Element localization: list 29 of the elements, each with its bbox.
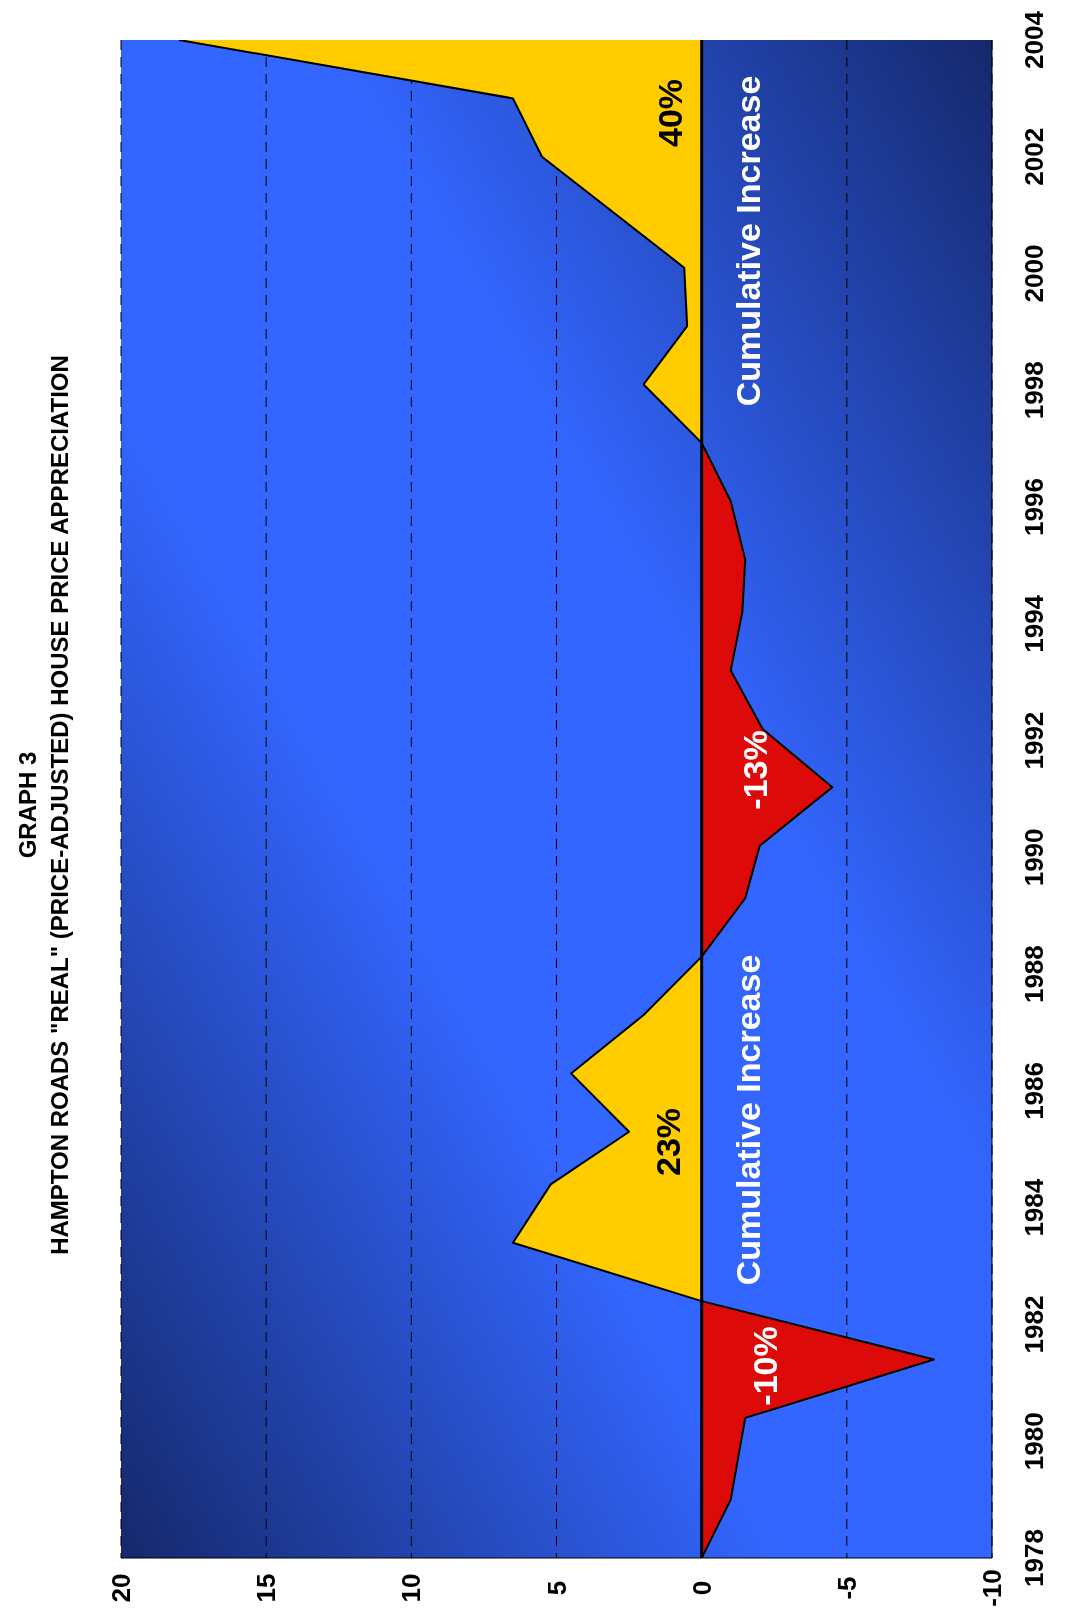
y-tick-label: 1992 bbox=[1019, 711, 1049, 770]
y-tick-label: 1986 bbox=[1019, 1062, 1049, 1120]
y-tick-label: 1990 bbox=[1019, 828, 1049, 887]
y-tick-label: 1994 bbox=[1019, 594, 1049, 653]
y-tick-label: 1998 bbox=[1019, 361, 1049, 420]
y-tick-label: 1984 bbox=[1019, 1178, 1049, 1237]
x-tick-label: -5 bbox=[831, 1576, 862, 1600]
annotation: -10% bbox=[746, 1326, 784, 1406]
y-tick-label: 1980 bbox=[1019, 1412, 1049, 1471]
y-tick-label: 2002 bbox=[1019, 127, 1049, 186]
x-tick-label: 15 bbox=[251, 1573, 282, 1603]
y-tick-label: 1996 bbox=[1019, 478, 1049, 536]
annotation: 40% bbox=[651, 78, 689, 148]
annotation: Cumulative Increase bbox=[729, 75, 767, 407]
y-tick-label: 1982 bbox=[1019, 1295, 1049, 1354]
x-tick-label: 0 bbox=[686, 1580, 717, 1596]
text: HAMPTON ROADS "REAL" (PRICE-ADJUSTED) HOUSE PRICE APPRECIATION bbox=[45, 354, 74, 1257]
y-tick-label: 1988 bbox=[1019, 945, 1049, 1004]
y-tick-label: 2000 bbox=[1019, 244, 1049, 303]
text: GRAPH 3 bbox=[13, 750, 42, 861]
y-tick-label: 2004 bbox=[1019, 10, 1049, 69]
x-tick-label: 5 bbox=[541, 1580, 572, 1596]
annotation: -13% bbox=[736, 730, 774, 810]
x-tick-label: -10 bbox=[977, 1569, 1007, 1607]
annotation: Cumulative Increase bbox=[729, 954, 767, 1286]
x-tick-label: 20 bbox=[106, 1573, 136, 1603]
x-tick-label: 10 bbox=[396, 1573, 427, 1603]
annotation: 23% bbox=[649, 1107, 687, 1177]
y-tick-label: 1978 bbox=[1019, 1529, 1049, 1587]
